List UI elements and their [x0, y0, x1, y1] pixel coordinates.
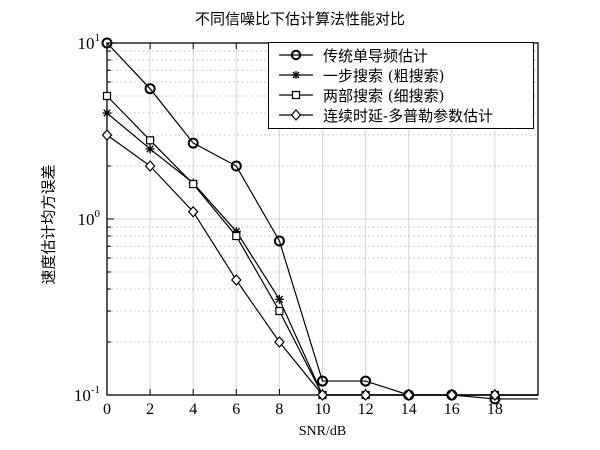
svg-text:4: 4	[189, 401, 197, 418]
legend-label: 两部搜索 (细搜索)	[323, 86, 445, 105]
diamond-marker-icon	[279, 109, 313, 121]
svg-text:16: 16	[444, 401, 460, 418]
svg-text:18: 18	[487, 401, 503, 418]
svg-text:0: 0	[103, 401, 111, 418]
y-axis-label: 速度估计均方误差	[39, 164, 58, 285]
legend-label: 连续时延-多普勒参数估计	[323, 106, 494, 125]
legend-label: 传统单导频估计	[323, 46, 429, 65]
svg-text:12: 12	[358, 401, 374, 418]
x-axis-label: SNR/dB	[298, 424, 347, 439]
svg-text:14: 14	[401, 401, 417, 418]
legend-item-continuous: 连续时延-多普勒参数估计	[277, 105, 493, 125]
svg-text:10-1: 10-1	[74, 384, 100, 405]
svg-text:6: 6	[232, 401, 240, 418]
svg-text:8: 8	[275, 401, 283, 418]
svg-text:2: 2	[146, 401, 154, 418]
star-marker-icon	[279, 71, 313, 79]
legend-item-traditional: 传统单导频估计	[277, 45, 428, 65]
svg-text:100: 100	[78, 208, 101, 229]
legend-item-coarse: 一步搜索 (粗搜索)	[277, 65, 444, 85]
legend-label: 一步搜索 (粗搜索)	[323, 66, 445, 85]
svg-text:10: 10	[315, 401, 331, 418]
circle-marker-icon	[279, 49, 313, 61]
legend-item-fine: 两部搜索 (细搜索)	[277, 85, 444, 105]
legend: 传统单导频估计 一步搜索 (粗搜索) 两部搜索 (细搜索) 连续时延-多普勒参数…	[268, 42, 534, 129]
chart-title: 不同信噪比下估计算法性能对比	[194, 10, 405, 28]
svg-text:101: 101	[78, 32, 101, 53]
square-marker-icon	[279, 90, 313, 100]
